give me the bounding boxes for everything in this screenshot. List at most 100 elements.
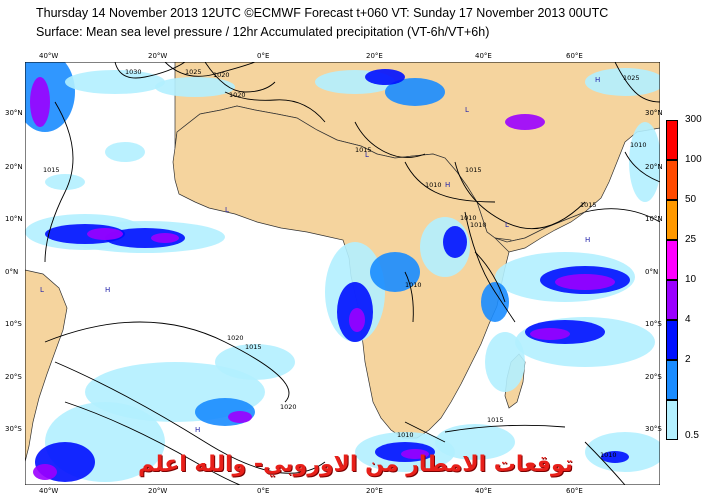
legend-swatch-300 xyxy=(666,120,678,160)
isobar-label: 1025 xyxy=(185,68,202,76)
legend-swatch-05 xyxy=(666,400,678,440)
precip-area xyxy=(601,451,629,463)
precip-area xyxy=(370,252,420,292)
legend-label: 50 xyxy=(685,194,697,205)
legend-label: 100 xyxy=(685,154,702,165)
isobar-line xyxy=(224,91,326,123)
isobar-line xyxy=(614,62,660,103)
lon-tick-bottom: 0°E xyxy=(257,487,270,495)
pressure-marker: L xyxy=(225,206,229,214)
lon-tick-bottom: 20°W xyxy=(148,487,168,495)
legend-label: 2 xyxy=(685,354,691,365)
isobar-line xyxy=(204,62,276,93)
lat-tick-left: 0°N xyxy=(5,268,19,276)
isobar-line xyxy=(584,441,626,485)
lat-tick-left: 30°N xyxy=(5,109,23,117)
isobar-label: 1015 xyxy=(487,416,504,424)
chart-subtitle: Surface: Mean sea level pressure / 12hr … xyxy=(36,25,490,39)
precip-area xyxy=(215,344,295,380)
lat-tick-left: 20°S xyxy=(5,373,22,381)
pressure-marker: H xyxy=(105,286,110,294)
pressure-marker: L xyxy=(505,221,509,229)
isobar-label: 1020 xyxy=(280,403,297,411)
isobar-label: 1010 xyxy=(460,214,477,222)
pressure-marker: H xyxy=(595,76,600,84)
precip-area xyxy=(481,282,509,322)
pressure-marker: L xyxy=(465,106,469,114)
lat-tick-right: 10°N xyxy=(645,215,663,223)
land-layer xyxy=(25,62,660,463)
precip-area xyxy=(485,332,525,392)
precip-area xyxy=(155,77,235,97)
precip-area xyxy=(30,77,50,127)
lon-tick-bottom: 20°E xyxy=(366,487,383,495)
lon-tick-bottom: 40°W xyxy=(39,487,59,495)
legend-label: 10 xyxy=(685,274,697,285)
isobar-label: 1015 xyxy=(465,166,482,174)
legend-swatch-2 xyxy=(666,360,678,400)
precip-area xyxy=(555,274,615,290)
isobar-layer xyxy=(44,62,660,485)
isobar-label: 1010 xyxy=(600,451,617,459)
isobar-line xyxy=(354,121,426,158)
land-arabia xyxy=(494,211,586,253)
lat-tick-right: 20°N xyxy=(645,163,663,171)
isobar-line xyxy=(64,401,265,485)
isobar-line xyxy=(474,251,506,303)
precip-area xyxy=(349,308,365,332)
isobar-line xyxy=(114,62,186,79)
map-canvas: 1030 1025 10201020102510151010101510101010… xyxy=(25,62,660,485)
isobar-label: 1030 xyxy=(125,68,142,76)
precip-area xyxy=(105,142,145,162)
precip-area xyxy=(365,69,405,85)
isobar-line xyxy=(584,208,660,223)
isobar-label: 1015 xyxy=(245,343,262,351)
precip-area xyxy=(151,233,179,243)
isobar-line xyxy=(54,361,326,474)
precip-area xyxy=(401,449,429,459)
lat-tick-left: 20°N xyxy=(5,163,23,171)
isobar-label: 1020 xyxy=(229,91,246,99)
legend-label: 4 xyxy=(685,314,691,325)
lon-tick-top: 40°E xyxy=(475,52,492,60)
isobar-line xyxy=(404,421,446,443)
lat-tick-right: 10°S xyxy=(645,320,662,328)
legend-swatch-25 xyxy=(666,240,678,280)
isobar-label: 1020 xyxy=(213,71,230,79)
lat-tick-left: 10°S xyxy=(5,320,22,328)
lon-tick-top: 0°E xyxy=(257,52,270,60)
pressure-marker: L xyxy=(365,151,369,159)
isobar-line xyxy=(44,101,74,263)
legend-label: 25 xyxy=(685,234,697,245)
precip-area xyxy=(530,328,570,340)
isobar-line xyxy=(44,321,290,403)
precip-area xyxy=(87,228,123,240)
precip-area xyxy=(435,424,515,460)
lon-tick-top: 60°E xyxy=(566,52,583,60)
legend-swatch-4 xyxy=(666,320,678,360)
isobar-label: 1015 xyxy=(355,146,372,154)
lon-tick-top: 20°E xyxy=(366,52,383,60)
precip-area xyxy=(585,68,660,96)
pressure-marker: H xyxy=(195,426,200,434)
legend-label: 0.5 xyxy=(685,430,699,441)
legend-swatch-100 xyxy=(666,160,678,200)
legend-label: 300 xyxy=(685,114,702,125)
forecast-map: 1030 1025 1020 1020 1025 1015 1010 1015 1010 1010… xyxy=(5,52,663,495)
isobar-line xyxy=(404,161,496,203)
lat-tick-right: 0°N xyxy=(645,268,659,276)
lon-tick-bottom: 40°E xyxy=(475,487,492,495)
isobar-line xyxy=(624,151,660,183)
isobar-label-layer: 1030 1025 10201020102510151010101510101010… xyxy=(40,68,647,459)
land-southamerica xyxy=(25,269,68,463)
arabic-watermark: توقعات الامطار من الاوروبي- والله اعلم xyxy=(137,452,574,477)
isobar-label: 1010 xyxy=(405,281,422,289)
lon-tick-bottom: 60°E xyxy=(566,487,583,495)
precip-area xyxy=(33,464,57,480)
lat-tick-left: 30°S xyxy=(5,425,22,433)
precipitation-layer xyxy=(25,62,660,482)
isobar-line xyxy=(404,271,414,323)
isobar-label: 1010 xyxy=(470,221,487,229)
lon-tick-top: 20°W xyxy=(148,52,168,60)
precip-area xyxy=(228,411,252,423)
